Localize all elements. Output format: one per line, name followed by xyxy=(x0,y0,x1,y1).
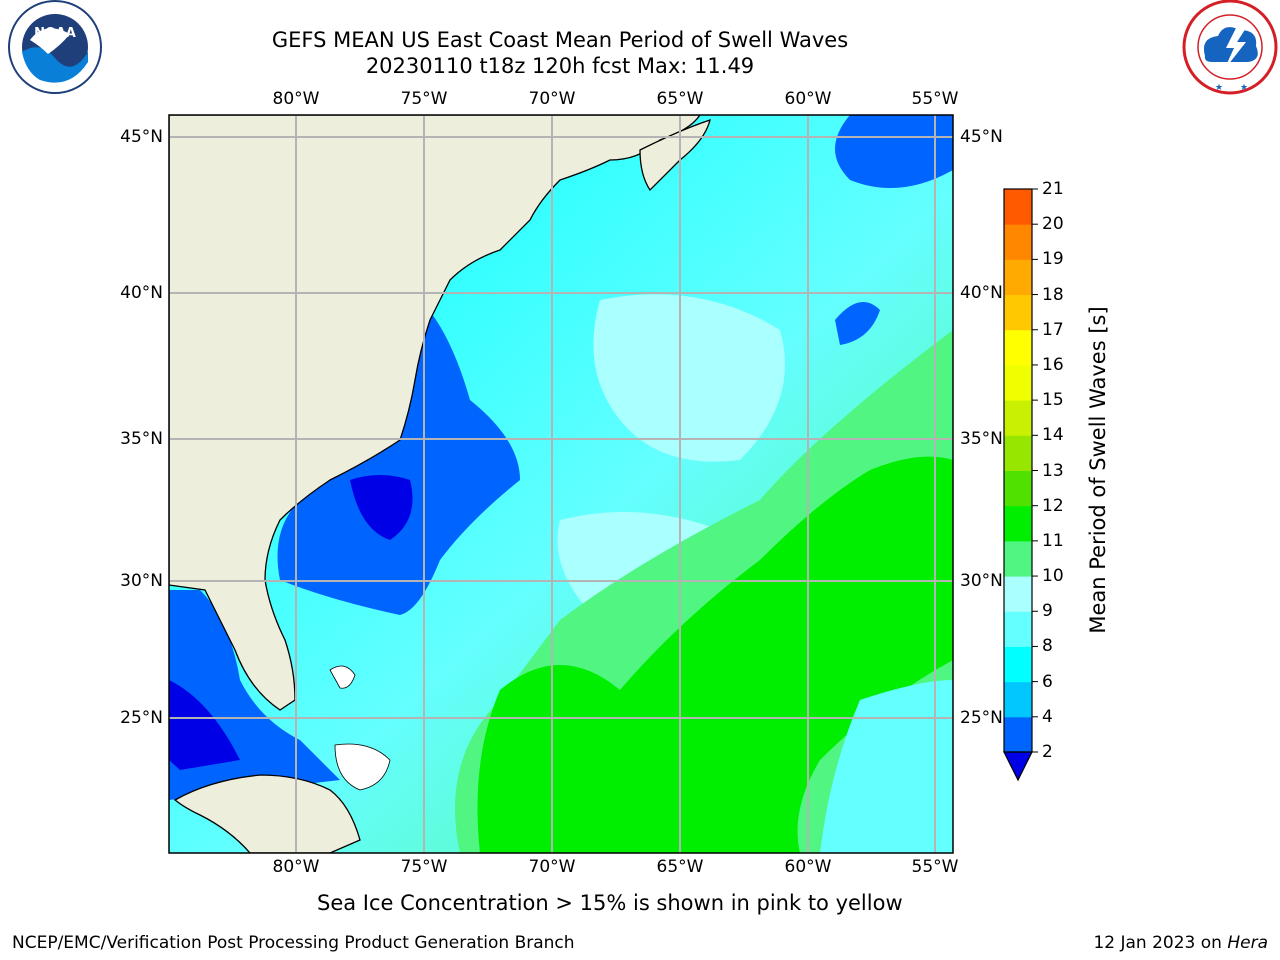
colorbar-segment xyxy=(1004,400,1032,436)
chart-title: GEFS MEAN US East Coast Mean Period of S… xyxy=(271,28,849,52)
lat-label-left: 40°N xyxy=(120,283,163,303)
noaa-logo: NOAA xyxy=(8,0,102,94)
zone-blue-4s-ne xyxy=(835,115,953,188)
footer-date: 12 Jan 2023 on Hera xyxy=(1093,933,1268,953)
colorbar-tick-label: 10 xyxy=(1042,566,1064,587)
colorbar-segment xyxy=(1004,435,1032,471)
colorbar-tick-label: 11 xyxy=(1042,530,1064,551)
lon-label-top: 80°W xyxy=(272,89,320,109)
colorbar-segment xyxy=(1004,505,1032,542)
lon-label-bottom: 65°W xyxy=(656,857,704,877)
noaa-logo-text: NOAA xyxy=(34,26,76,41)
cuba-land xyxy=(173,774,361,853)
lon-label-bottom: 60°W xyxy=(784,857,832,877)
colorbar-tick-label: 20 xyxy=(1042,214,1064,235)
colorbar-tick-label: 21 xyxy=(1042,179,1064,199)
lat-label-right: 30°N xyxy=(960,571,1003,591)
us-east-coast-land xyxy=(169,115,701,711)
lat-label-left: 30°N xyxy=(120,571,163,591)
lon-label-top: 75°W xyxy=(400,89,448,109)
lat-label-left: 35°N xyxy=(120,429,163,449)
colorbar-tick-label: 16 xyxy=(1042,354,1064,375)
svg-text:★: ★ xyxy=(1240,83,1248,93)
colorbar-tick-label: 9 xyxy=(1042,601,1053,622)
colorbar-segment xyxy=(1004,189,1032,225)
colorbar-label: Mean Period of Swell Waves [s] xyxy=(1086,306,1110,634)
lat-label-right: 35°N xyxy=(960,429,1003,449)
colorbar-tick-label: 8 xyxy=(1042,636,1053,657)
lon-label-top: 60°W xyxy=(784,89,832,109)
colorbar-tick-label: 15 xyxy=(1042,390,1064,411)
colorbar-segment xyxy=(1004,646,1032,683)
colorbar-tick-label: 2 xyxy=(1042,742,1053,762)
colorbar-segment xyxy=(1004,716,1032,753)
zone-blue-4s-upper xyxy=(277,300,520,615)
map-frame xyxy=(168,114,954,854)
colorbar-tick-label: 19 xyxy=(1042,249,1064,270)
lon-label-bottom: 55°W xyxy=(911,857,959,877)
bahamas-land-b xyxy=(334,743,391,791)
colorbar-tick-label: 12 xyxy=(1042,495,1064,516)
lon-label-top: 65°W xyxy=(656,89,704,109)
map-panel xyxy=(169,115,953,853)
colorbar-tick-label: 4 xyxy=(1042,706,1053,727)
colorbar-segment xyxy=(1004,224,1032,260)
colorbar-segment xyxy=(1004,611,1032,647)
lat-label-left: 25°N xyxy=(120,708,163,728)
colorbar-segment xyxy=(1004,364,1032,401)
footer-credit: NCEP/EMC/Verification Post Processing Pr… xyxy=(12,933,575,953)
colorbar-tick-label: 6 xyxy=(1042,671,1053,692)
nws-logo: ★ ★ xyxy=(1182,0,1278,95)
zone-deepblue-2s-b xyxy=(350,475,413,540)
colorbar-segment xyxy=(1004,259,1032,296)
gridlines xyxy=(169,115,953,853)
sea-ice-footnote: Sea Ice Concentration > 15% is shown in … xyxy=(317,891,903,915)
lat-label-right: 25°N xyxy=(960,708,1003,728)
colorbar-tick-label: 13 xyxy=(1042,460,1064,481)
colorbar-segment xyxy=(1004,540,1032,577)
lat-label-right: 45°N xyxy=(960,127,1003,147)
colorbar-tick-label: 14 xyxy=(1042,425,1064,446)
lat-label-left: 45°N xyxy=(120,127,163,147)
bahamas-land xyxy=(329,665,356,689)
colorbar xyxy=(1003,188,1038,782)
colorbar-tick-label: 17 xyxy=(1042,319,1064,340)
lon-label-bottom: 70°W xyxy=(528,857,576,877)
lat-label-right: 40°N xyxy=(960,283,1003,303)
lon-label-top: 70°W xyxy=(528,89,576,109)
colorbar-tick-label: 18 xyxy=(1042,284,1064,305)
zone-deepblue-2s xyxy=(169,680,240,770)
lon-label-bottom: 75°W xyxy=(400,857,448,877)
zone-blue-4s-ne2 xyxy=(835,302,880,345)
colorbar-segment xyxy=(1004,681,1032,718)
colorbar-segment xyxy=(1004,329,1032,366)
lon-label-top: 55°W xyxy=(911,89,959,109)
chart-subtitle: 20230110 t18z 120h fcst Max: 11.49 xyxy=(365,54,755,78)
svg-text:★: ★ xyxy=(1215,83,1223,93)
footer-date-text: 12 Jan 2023 on xyxy=(1093,933,1228,953)
zone-cyan-6s-se xyxy=(820,680,953,853)
zone-green-10s xyxy=(477,456,953,853)
colorbar-segment xyxy=(1004,294,1032,331)
zone-light-8s xyxy=(593,294,785,462)
colorbar-segment xyxy=(1004,576,1032,612)
colorbar-under-arrow xyxy=(1003,751,1033,782)
lon-label-bottom: 80°W xyxy=(272,857,320,877)
footer-host: Hera xyxy=(1227,933,1268,953)
colorbar-segment xyxy=(1004,470,1032,507)
